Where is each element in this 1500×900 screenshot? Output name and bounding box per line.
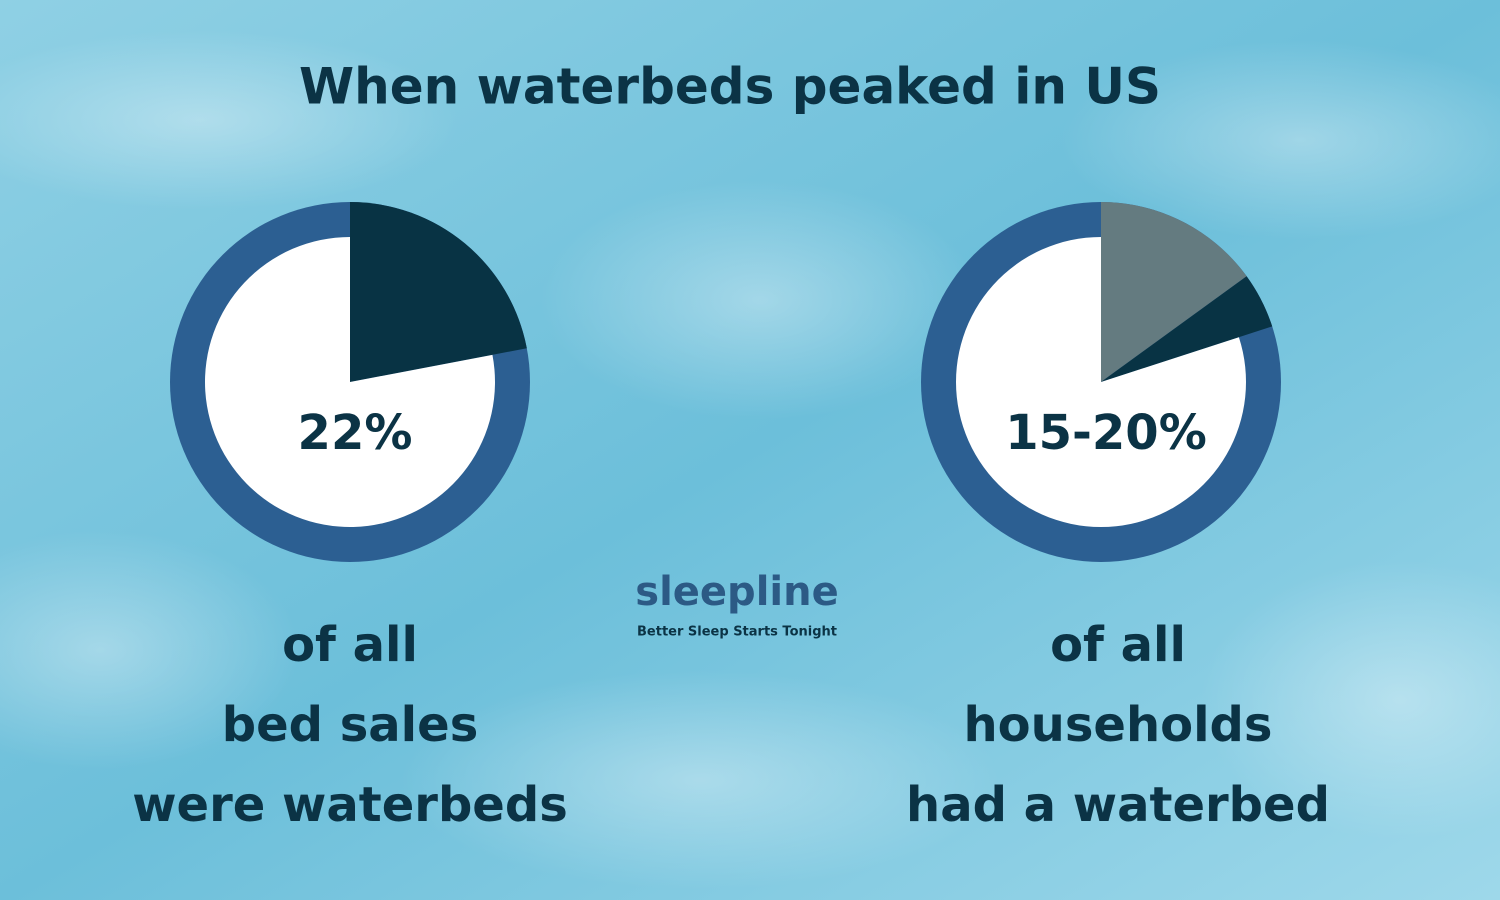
title: When waterbeds peaked in US — [299, 58, 1161, 116]
pie-slice — [205, 237, 495, 527]
caption-line: of all — [282, 617, 418, 673]
pie-slice — [956, 237, 1246, 528]
caption-line: households — [964, 697, 1273, 753]
caption-line: had a waterbed — [906, 777, 1330, 833]
pie-slice — [350, 202, 527, 382]
center-label: 15-20% — [1005, 405, 1207, 461]
logo-tagline: Better Sleep Starts Tonight — [637, 625, 837, 640]
pie-slice — [1101, 276, 1273, 382]
caption-line: were waterbeds — [132, 777, 568, 833]
caption-line: bed sales — [222, 697, 479, 753]
center-label: 22% — [298, 405, 413, 461]
caption-line: of all — [1050, 617, 1186, 673]
water-ripples — [0, 30, 1500, 890]
logo-name: sleepline — [635, 569, 838, 615]
pie-slice — [1101, 202, 1247, 382]
